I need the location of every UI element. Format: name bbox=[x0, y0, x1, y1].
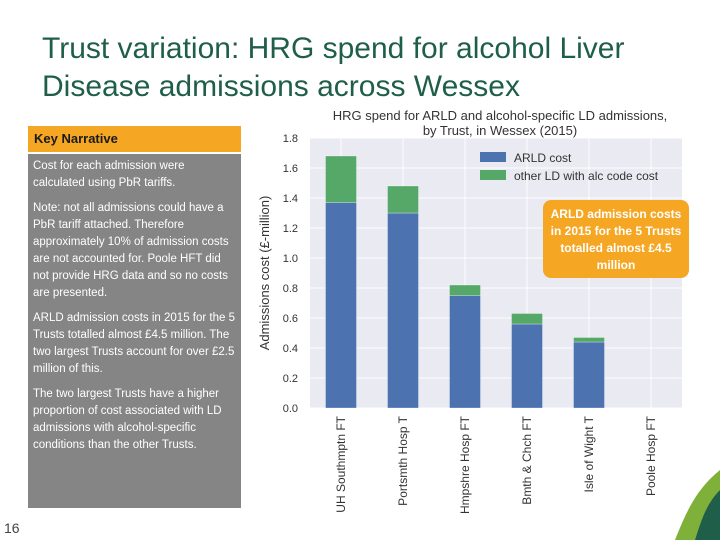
y-tick-label: 0.4 bbox=[283, 343, 298, 355]
y-tick-label: 0.6 bbox=[283, 313, 298, 325]
y-tick-label: 1.6 bbox=[283, 163, 298, 175]
bar bbox=[387, 185, 419, 214]
legend-swatch bbox=[480, 152, 506, 162]
bar bbox=[449, 284, 481, 296]
y-tick-label: 1.8 bbox=[283, 133, 298, 145]
page-number: 16 bbox=[4, 520, 20, 536]
bar bbox=[573, 341, 605, 409]
y-tick-label: 1.2 bbox=[283, 223, 298, 235]
y-tick-label: 1.4 bbox=[283, 193, 298, 205]
legend-label: ARLD cost bbox=[514, 151, 572, 165]
narrative-paragraph: ARLD admission costs in 2015 for the 5 T… bbox=[33, 312, 235, 375]
bar bbox=[325, 202, 357, 409]
narrative-panel: Cost for each admission were calculated … bbox=[28, 154, 241, 508]
x-tick-label: Portsmth Hosp T bbox=[396, 415, 410, 505]
bar-chart: HRG spend for ARLD and alcohol-specific … bbox=[257, 108, 682, 514]
legend-swatch bbox=[480, 170, 506, 180]
narrative-paragraph: Cost for each admission were calculated … bbox=[33, 160, 185, 189]
bar bbox=[387, 212, 419, 409]
y-tick-label: 1.0 bbox=[283, 253, 298, 265]
x-tick-label: Isle of Wight T bbox=[582, 415, 596, 492]
x-tick-label: UH Southmptn FT bbox=[334, 415, 348, 512]
bar bbox=[573, 337, 605, 343]
y-tick-label: 0.8 bbox=[283, 283, 298, 295]
legend-label: other LD with alc code cost bbox=[514, 169, 659, 183]
narrative-heading: Key Narrative bbox=[28, 126, 241, 152]
y-axis-label: Admissions cost (£-million) bbox=[257, 196, 272, 351]
narrative-paragraph: The two largest Trusts have a higher pro… bbox=[33, 388, 222, 451]
bar bbox=[511, 313, 543, 325]
y-tick-label: 0.0 bbox=[283, 403, 298, 415]
narrative-paragraph: Note: not all admissions could have a Pb… bbox=[33, 202, 229, 299]
bar bbox=[449, 295, 481, 409]
callout-box: ARLD admission costs in 2015 for the 5 T… bbox=[543, 200, 689, 278]
bar bbox=[511, 323, 543, 409]
chart-title-line-2: by Trust, in Wessex (2015) bbox=[423, 123, 577, 138]
corner-decoration bbox=[675, 470, 720, 540]
slide-title: Trust variation: HRG spend for alcohol L… bbox=[42, 32, 625, 103]
chart-title-line-1: HRG spend for ARLD and alcohol-specific … bbox=[333, 108, 668, 123]
y-tick-label: 0.2 bbox=[283, 373, 298, 385]
x-tick-label: Bmth & Chch FT bbox=[520, 415, 534, 504]
x-tick-label: Poole Hosp FT bbox=[644, 415, 658, 496]
x-tick-label: Hmpshre Hosp FT bbox=[458, 415, 472, 514]
bar bbox=[325, 155, 357, 203]
